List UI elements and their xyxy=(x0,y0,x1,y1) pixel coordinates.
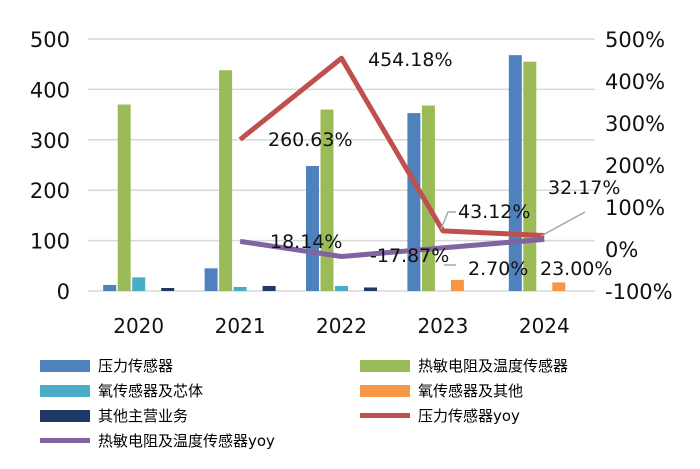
bar xyxy=(161,287,175,291)
right-tick-label: 500% xyxy=(605,28,665,52)
legend-label: 氧传感器及其他 xyxy=(418,382,524,400)
bar xyxy=(407,113,421,291)
legend-item: 氧传感器及芯体 xyxy=(40,380,203,401)
leader-line xyxy=(440,211,456,230)
left-tick-label: 300 xyxy=(30,129,70,153)
bar xyxy=(233,286,247,291)
x-tick-label: 2024 xyxy=(519,314,570,338)
legend-item: 热敏电阻及温度传感器yoy xyxy=(40,430,275,451)
data-label: 18.14% xyxy=(270,231,342,253)
legend-swatch xyxy=(360,413,410,418)
bar xyxy=(320,109,334,291)
right-tick-label: -100% xyxy=(605,280,673,304)
data-label: 23.00% xyxy=(540,258,612,280)
data-label: -17.87% xyxy=(370,245,449,267)
data-label: 260.63% xyxy=(268,129,353,151)
legend-label: 氧传感器及芯体 xyxy=(98,382,204,400)
bar xyxy=(132,277,146,291)
legend-swatch xyxy=(40,438,90,443)
data-label: 43.12% xyxy=(458,201,530,223)
legend-item: 热敏电阻及温度传感器 xyxy=(360,355,568,376)
x-tick-label: 2020 xyxy=(113,314,164,338)
bar xyxy=(523,61,537,292)
data-label: 454.18% xyxy=(368,49,453,71)
data-label: 2.70% xyxy=(468,258,528,280)
left-tick-label: 100 xyxy=(30,230,70,254)
bar xyxy=(219,70,233,291)
legend-label: 热敏电阻及温度传感器 xyxy=(418,357,569,375)
yoy-line xyxy=(239,236,545,260)
legend-item: 压力传感器 xyxy=(40,355,173,376)
legend-swatch xyxy=(40,359,90,372)
right-tick-label: 400% xyxy=(605,70,665,94)
legend-label: 压力传感器 xyxy=(98,357,174,375)
x-tick-label: 2021 xyxy=(215,314,266,338)
bar xyxy=(364,287,377,291)
legend-swatch xyxy=(40,409,90,422)
bar xyxy=(421,105,435,291)
plot-area: 0 100 200 300 400 500 -100% 0% 100% 200% 300% 400% 5… xyxy=(30,28,673,338)
legend-swatch xyxy=(360,359,410,372)
bar xyxy=(450,279,464,291)
legend-item: 氧传感器及其他 xyxy=(360,380,523,401)
left-tick-label: 0 xyxy=(57,280,70,304)
bar xyxy=(262,285,276,291)
bar xyxy=(508,55,522,292)
bar xyxy=(117,104,131,292)
right-tick-label: 300% xyxy=(605,112,665,136)
right-tick-label: 0% xyxy=(605,238,638,262)
bar xyxy=(204,268,218,291)
x-tick-label: 2022 xyxy=(316,314,367,338)
legend-label: 压力传感器yoy xyxy=(418,407,520,425)
legend-swatch xyxy=(40,384,90,397)
data-label: 32.17% xyxy=(548,177,620,199)
legend-label: 热敏电阻及温度传感器yoy xyxy=(98,432,275,450)
legend-item: 其他主营业务 xyxy=(40,405,188,426)
legend-item: 压力传感器yoy xyxy=(360,405,520,426)
left-tick-label: 500 xyxy=(30,28,70,52)
bar xyxy=(306,166,319,291)
leader-line xyxy=(540,211,586,237)
bar xyxy=(552,282,566,291)
left-tick-label: 200 xyxy=(30,179,70,203)
bar xyxy=(103,284,117,291)
right-tick-label: 100% xyxy=(605,196,665,220)
left-tick-label: 400 xyxy=(30,78,70,102)
x-tick-label: 2023 xyxy=(417,314,468,338)
yoy-line xyxy=(238,55,545,238)
bar xyxy=(335,285,348,291)
legend-swatch xyxy=(360,384,410,397)
legend-label: 其他主营业务 xyxy=(98,407,189,425)
right-tick-label: 200% xyxy=(605,154,665,178)
